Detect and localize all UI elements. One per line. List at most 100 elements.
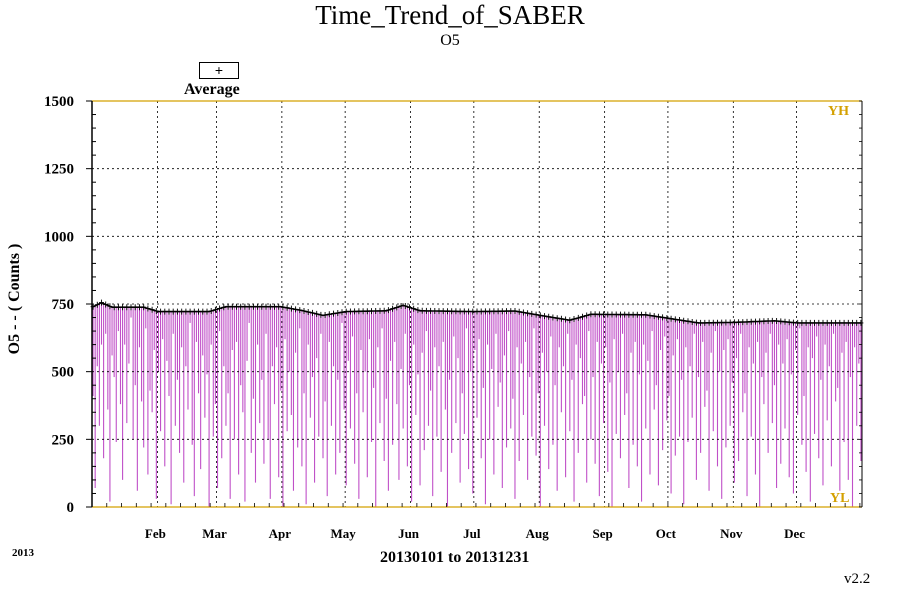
average-marker (339, 309, 345, 316)
average-marker (238, 303, 244, 310)
average-marker (516, 308, 522, 315)
average-marker (297, 307, 303, 314)
average-marker (520, 309, 526, 316)
average-marker (542, 313, 547, 320)
average-marker (314, 310, 320, 317)
average-marker (845, 319, 851, 326)
average-marker (212, 306, 218, 313)
average-marker (478, 308, 484, 315)
average-marker (373, 308, 379, 314)
average-marker (217, 305, 223, 312)
average-marker (487, 308, 493, 315)
average-marker (263, 303, 269, 310)
average-marker (166, 308, 172, 315)
year-label: 2013 (12, 547, 34, 559)
average-marker (618, 311, 623, 318)
average-marker (584, 312, 590, 319)
average-marker (554, 315, 560, 322)
average-marker (812, 319, 817, 326)
average-marker (601, 311, 607, 318)
average-marker (643, 311, 649, 318)
average-marker (242, 303, 248, 310)
average-marker (727, 319, 733, 326)
average-marker (415, 307, 421, 314)
average-marker (706, 319, 712, 326)
average-marker (259, 303, 265, 310)
average-marker (588, 311, 594, 318)
average-marker (807, 319, 813, 326)
average-marker (229, 303, 235, 310)
average-marker (381, 307, 387, 314)
x-tick-label: Mar (202, 526, 227, 541)
average-marker (200, 308, 206, 315)
average-marker (407, 304, 412, 311)
average-marker (335, 310, 341, 316)
average-marker (681, 317, 687, 324)
average-marker (272, 303, 277, 310)
average-marker (141, 304, 147, 311)
average-marker (664, 315, 670, 322)
chart-subtitle: O5 (440, 32, 460, 49)
average-marker (850, 319, 855, 326)
average-marker (318, 311, 324, 318)
tick-labels: 0 250 500 750 1000 1250 1500 Feb Mar Apr May Jun Jul… (44, 94, 805, 541)
average-marker (596, 311, 602, 318)
average-marker (782, 318, 788, 325)
average-marker (234, 303, 239, 310)
y-axis-label: O5 - - ( Counts ) (6, 243, 23, 355)
average-marker (293, 306, 299, 313)
average-marker (778, 318, 784, 325)
average-marker (710, 319, 716, 326)
average-marker (622, 311, 628, 318)
average-marker (753, 318, 758, 325)
average-marker (828, 319, 834, 326)
average-marker (310, 309, 315, 316)
average-marker (419, 307, 425, 314)
y-tick-label: 1250 (44, 162, 74, 178)
average-marker (508, 308, 514, 315)
average-marker (731, 319, 737, 326)
average-marker (605, 311, 611, 318)
average-marker (474, 308, 480, 315)
average-marker (322, 312, 328, 318)
average-marker (660, 314, 666, 321)
average-marker (558, 315, 564, 322)
average-marker (774, 318, 780, 324)
version-label: v2.2 (844, 571, 871, 587)
legend-marker: + (199, 62, 239, 79)
average-marker (305, 309, 311, 315)
average-marker (470, 308, 476, 315)
x-tick-label: Jul (463, 526, 481, 541)
average-marker (668, 315, 674, 322)
average-marker (250, 303, 256, 310)
y-tick-label: 1500 (44, 94, 74, 110)
average-marker (736, 319, 742, 326)
average-marker (550, 314, 556, 321)
x-tick-label: Jun (398, 526, 420, 541)
average-marker (204, 308, 210, 315)
average-marker (423, 307, 429, 314)
average-marker (99, 299, 104, 306)
average-marker (626, 311, 632, 318)
average-marker (132, 304, 138, 311)
yl-label: YL (830, 491, 849, 506)
average-marker (563, 316, 569, 323)
average-marker (183, 308, 189, 315)
average-marker (103, 301, 109, 308)
average-marker (466, 308, 472, 315)
y-tick-label: 1000 (44, 229, 74, 245)
average-marker (347, 308, 353, 315)
average-marker (698, 319, 704, 326)
average-marker (453, 308, 459, 315)
average-marker (364, 308, 370, 315)
x-tick-label: Sep (593, 526, 613, 541)
average-marker (153, 308, 159, 314)
average-marker (672, 316, 678, 323)
average-marker (803, 319, 809, 326)
average-marker (394, 304, 400, 311)
x-tick-label: May (331, 526, 357, 541)
y-tick-label: 500 (52, 365, 75, 381)
average-marker (432, 308, 438, 314)
average-marker (137, 304, 142, 311)
